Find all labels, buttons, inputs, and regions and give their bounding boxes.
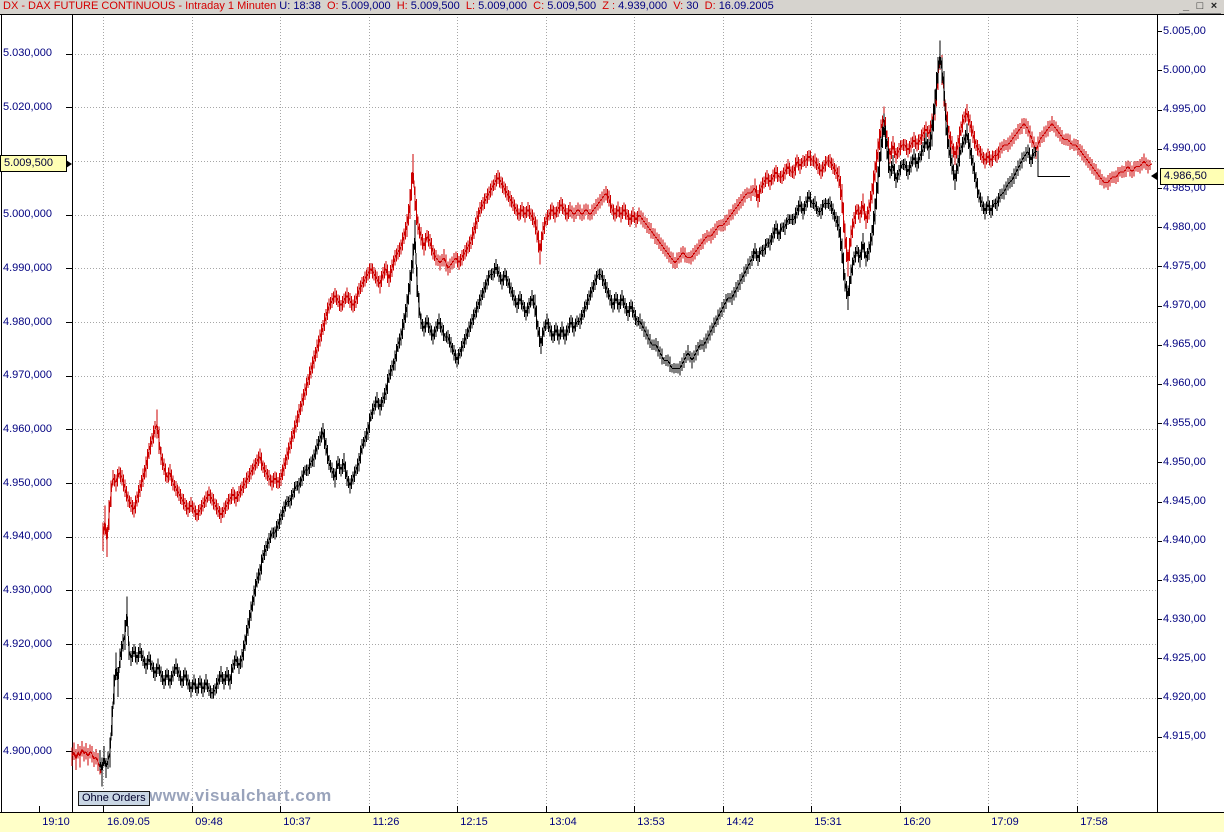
right-axis-tick-label: 4.965,00 [1163, 338, 1206, 351]
title-segment: 5.009,500 [547, 0, 603, 12]
right-axis-tick-label: 4.945,00 [1163, 495, 1206, 508]
title-segment: H: [396, 0, 411, 12]
left-axis-tick-label: 4.940,000 [3, 530, 52, 543]
last-price-marker-right: 4.986,50 [1160, 167, 1224, 185]
title-segment: Z : [602, 0, 619, 12]
left-axis-tick-label: 5.000,000 [3, 208, 52, 221]
title-segment: L: [465, 0, 479, 12]
right-axis-tick-label: 4.920,00 [1163, 691, 1206, 704]
ohne-orders-button[interactable]: Ohne Orders [78, 791, 150, 806]
title-segment: DX - DAX FUTURE CONTINUOUS - Intraday 1 … [3, 0, 280, 12]
title-segment: 16.09.2005 [718, 0, 774, 12]
right-axis-tick-label: 4.975,00 [1163, 259, 1206, 272]
chart-title: DX - DAX FUTURE CONTINUOUS - Intraday 1 … [3, 0, 774, 14]
time-axis-tick-label: 10:37 [283, 816, 311, 828]
right-axis-tick-label: 5.005,00 [1163, 24, 1206, 37]
right-axis-tick-label: 4.990,00 [1163, 142, 1206, 155]
left-axis-tick-label: 4.910,000 [3, 691, 52, 704]
right-axis-tick-label: 4.955,00 [1163, 416, 1206, 429]
left-axis-tick-label: 5.020,000 [3, 100, 52, 113]
time-axis-tick-label: 14:42 [726, 816, 754, 828]
right-axis-tick-label: 4.915,00 [1163, 730, 1206, 743]
time-axis-tick-label: 19:10 [42, 816, 70, 828]
left-axis-tick-label: 4.980,000 [3, 315, 52, 328]
left-axis-tick-label: 4.930,000 [3, 583, 52, 596]
time-axis-tick-label: 13:04 [549, 816, 577, 828]
time-axis-tick-label: 17:09 [991, 816, 1019, 828]
title-segment: D: [704, 0, 719, 12]
left-axis-tick-label: 4.990,000 [3, 261, 52, 274]
title-segment: 4.939,000 [618, 0, 674, 12]
title-segment: V: [673, 0, 687, 12]
time-axis-tick-label: 13:53 [637, 816, 665, 828]
right-axis-tick-label: 4.970,00 [1163, 299, 1206, 312]
right-axis-tick-label: 4.950,00 [1163, 455, 1206, 468]
right-axis-tick-label: 4.995,00 [1163, 103, 1206, 116]
close-button[interactable]: × [1210, 0, 1218, 12]
title-segment: U: 18:38 [279, 0, 327, 12]
left-axis-tick-label: 4.950,000 [3, 476, 52, 489]
marker-arrow-right-icon [66, 159, 72, 168]
last-price-marker-left: 5.009,500 [0, 155, 67, 173]
minimize-button[interactable]: _ [1182, 0, 1190, 12]
title-segment: 30 [686, 0, 705, 12]
right-axis-tick-label: 5.000,00 [1163, 63, 1206, 76]
time-axis-band[interactable] [0, 813, 1224, 832]
right-axis-tick-label: 4.960,00 [1163, 377, 1206, 390]
right-axis-tick-label: 4.940,00 [1163, 534, 1206, 547]
left-axis-tick-label: 4.970,000 [3, 369, 52, 382]
time-axis-tick-label: 12:15 [460, 816, 488, 828]
title-segment: 5.009,500 [410, 0, 466, 12]
left-axis-tick-label: 4.900,000 [3, 744, 52, 757]
title-segment: C: [533, 0, 548, 12]
visualchart-watermark: www.visualchart.com [149, 786, 332, 805]
right-axis-tick-label: 4.980,00 [1163, 220, 1206, 233]
left-axis-tick-label: 5.030,000 [3, 47, 52, 60]
right-axis-tick-label: 4.935,00 [1163, 573, 1206, 586]
window-controls: _ □ × [1179, 0, 1221, 14]
time-axis-tick-label: 17:58 [1080, 816, 1108, 828]
right-axis-tick-label: 4.925,00 [1163, 651, 1206, 664]
right-axis-tick-label: 4.930,00 [1163, 612, 1206, 625]
left-axis-tick-label: 4.960,000 [3, 422, 52, 435]
title-segment: 5.009,000 [478, 0, 534, 12]
time-axis-tick-label: 11:26 [372, 816, 400, 828]
marker-arrow-left-icon [1151, 172, 1157, 181]
left-axis-tick-label: 4.920,000 [3, 637, 52, 650]
time-axis-tick-label: 09:48 [195, 816, 223, 828]
time-axis-tick-label: 15:31 [814, 816, 842, 828]
title-segment: O: [326, 0, 342, 12]
title-segment: 5.009,000 [341, 0, 397, 12]
restore-button[interactable]: □ [1196, 0, 1204, 12]
time-axis-tick-label: 16.09.05 [107, 816, 150, 828]
chart-title-bar: DX - DAX FUTURE CONTINUOUS - Intraday 1 … [0, 0, 1224, 14]
time-axis-tick-label: 16:20 [903, 816, 931, 828]
